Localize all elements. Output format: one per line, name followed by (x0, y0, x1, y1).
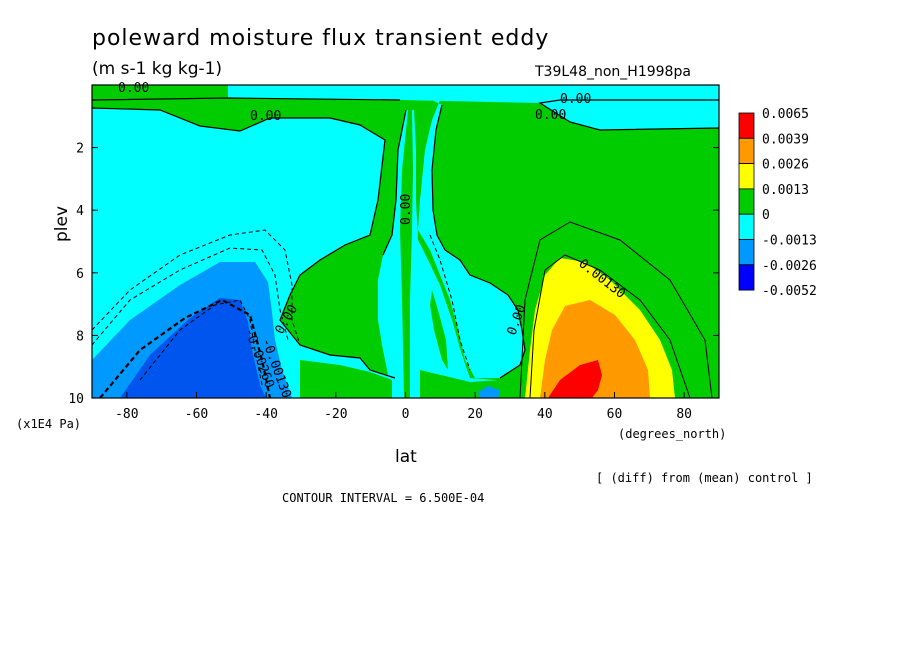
island-green-center (400, 110, 413, 398)
footnote: [ (diff) from (mean) control ] (596, 471, 813, 485)
island-green-right (430, 290, 448, 370)
contour-label: 0.00 (535, 108, 566, 123)
y-axis-label: plev (52, 206, 72, 242)
y-tick-label: 4 (76, 204, 84, 219)
contour-lines-positive (519, 221, 713, 399)
x-tick-label: 40 (537, 407, 553, 422)
legend-swatch (738, 112, 755, 139)
region-cyan-top (92, 85, 719, 103)
x-tick-label: 20 (467, 407, 483, 422)
x-axis-label: lat (395, 447, 417, 467)
legend-label: 0.0013 (762, 183, 809, 198)
x-axis-units: (degrees_north) (618, 427, 726, 441)
region-blue-dark (120, 298, 266, 398)
region-cyan-north-top (540, 100, 719, 130)
region-red (548, 360, 602, 398)
legend-label: 0 (762, 208, 770, 223)
run-label: T39L48_non_H1998pa (534, 64, 691, 80)
y-tick-label: 10 (68, 392, 84, 407)
legend-swatch (738, 163, 755, 190)
plot-area (91, 84, 720, 399)
contour-zero-south (91, 107, 396, 379)
chart-title: poleward moisture flux transient eddy (92, 26, 549, 51)
legend-swatch (738, 264, 755, 291)
legend-label: 0.0026 (762, 158, 809, 173)
legend-swatch (738, 239, 755, 266)
legend-swatch (738, 213, 755, 240)
contour-lines-negative (91, 229, 471, 386)
island-green-left (362, 298, 376, 370)
legend-swatch (738, 137, 755, 165)
color-legend: 0.0065 0.0039 0.0026 0.0013 0 -0.0013 -0.0026 -… (738, 107, 817, 299)
legend-label: 0.0065 (762, 107, 809, 122)
region-orange (540, 300, 650, 398)
x-tick-label: 0 (402, 407, 410, 422)
x-tick-label: -60 (185, 407, 208, 422)
contour-zero-north (538, 99, 720, 131)
legend-swatch (738, 188, 755, 215)
y-tick-label: 6 (76, 267, 84, 282)
chart-units: (m s-1 kg kg-1) (92, 59, 222, 79)
y-tick-label: 8 (76, 329, 84, 344)
x-tick-label: -40 (254, 407, 277, 422)
y-axis-units: (x1E4 Pa) (16, 417, 81, 431)
region-cyan-center2 (378, 110, 525, 398)
x-axis: -80 -60 -40 -20 0 20 40 60 80 (115, 392, 692, 422)
legend-label: -0.0052 (762, 284, 817, 299)
x-tick-label: 60 (607, 407, 623, 422)
contour-label: 0.00 (118, 81, 149, 96)
contour-zero-top (91, 97, 401, 101)
island-green-lower (300, 360, 392, 398)
x-tick-label: -20 (324, 407, 347, 422)
x-tick-label: 80 (676, 407, 692, 422)
contour-zero-center (431, 104, 526, 379)
contour-label: 0.00 (560, 92, 591, 107)
legend-label: 0.0039 (762, 132, 809, 147)
contour-interval: CONTOUR INTERVAL = 6.500E-04 (282, 491, 484, 505)
y-axis: 2 4 6 8 10 (68, 142, 719, 407)
region-cyan-center (395, 100, 525, 378)
contour-label: 0.00 (399, 194, 414, 225)
region-blue-small (478, 386, 500, 398)
contour-label: 0.00 (250, 109, 281, 124)
contour-zero-center2 (382, 109, 407, 256)
legend-label: -0.0013 (762, 234, 817, 249)
contour-lines (91, 97, 720, 379)
x-tick-label: -80 (115, 407, 138, 422)
legend-label: -0.0026 (762, 259, 817, 274)
y-tick-label: 2 (76, 142, 84, 157)
